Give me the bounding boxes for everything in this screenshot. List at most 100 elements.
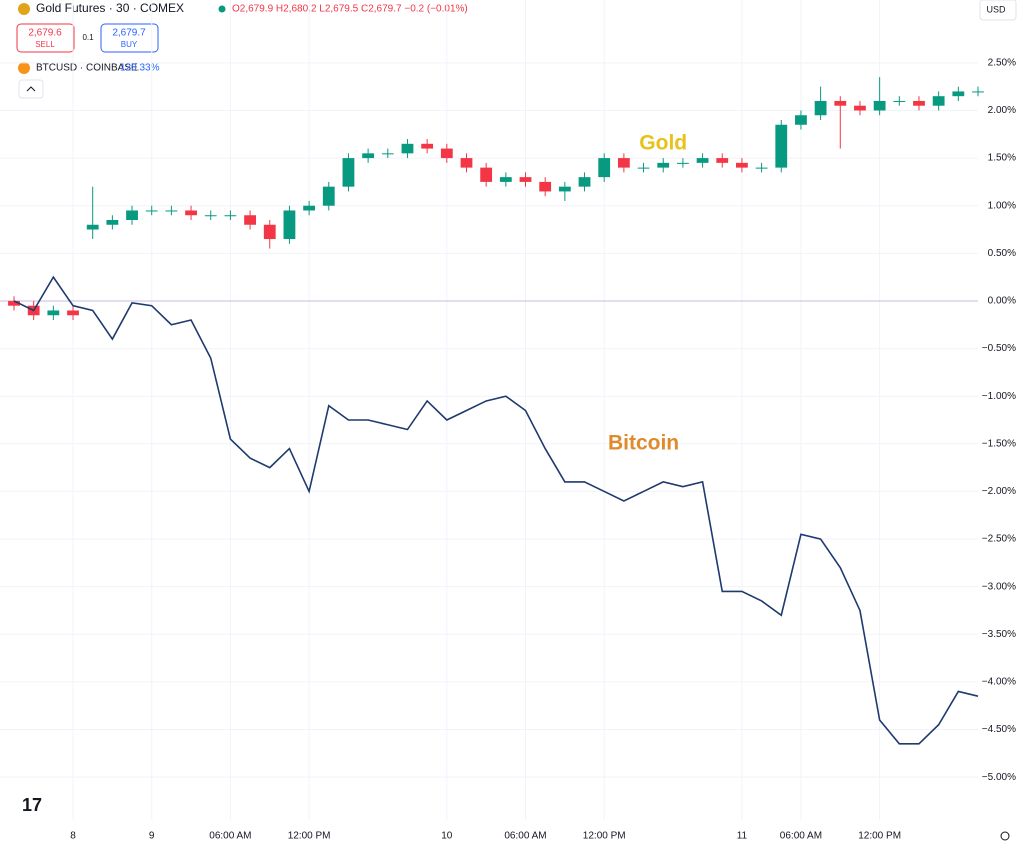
- y-tick-label: 0.50%: [988, 248, 1016, 259]
- buy-label[interactable]: BUY: [121, 40, 138, 49]
- candle-body: [204, 215, 217, 217]
- y-tick-label: −0.50%: [982, 343, 1016, 354]
- candle-body: [598, 158, 611, 178]
- x-tick-label: 12:00 PM: [583, 831, 626, 842]
- currency[interactable]: USD: [986, 4, 1006, 14]
- ohlc: O2,679.9 H2,680.2 L2,679.5 C2,679.7 −0.2…: [232, 4, 468, 15]
- x-tick-label: 8: [70, 831, 76, 842]
- sell-button[interactable]: [16, 23, 75, 53]
- gold-icon: [18, 3, 30, 15]
- candle-body: [362, 153, 375, 159]
- candle-body: [106, 220, 119, 225]
- candle-body: [539, 181, 552, 192]
- candle-body: [676, 162, 689, 164]
- candle-body: [972, 91, 984, 93]
- candle-body: [263, 224, 276, 240]
- candle-body: [696, 158, 709, 163]
- candle-body: [519, 177, 532, 182]
- collapse-icon[interactable]: [26, 86, 36, 92]
- candle-body: [834, 100, 847, 106]
- candle-body: [755, 167, 768, 169]
- candle-body: [913, 100, 925, 106]
- x-tick-label: 10: [441, 831, 453, 842]
- y-tick-label: 1.00%: [988, 200, 1016, 211]
- candle-body: [342, 158, 355, 187]
- candle-body: [578, 177, 591, 187]
- y-tick-label: −5.00%: [982, 772, 1016, 783]
- y-tick-label: 2.00%: [988, 105, 1016, 116]
- sell-label[interactable]: SELL: [35, 40, 55, 49]
- buy-button[interactable]: [100, 23, 159, 53]
- candle-body: [736, 162, 748, 168]
- y-tick-label: −1.50%: [982, 438, 1016, 449]
- spread: 0.1: [82, 33, 94, 42]
- candle-body: [952, 91, 965, 97]
- annotation: Bitcoin: [608, 431, 679, 454]
- candle-body: [932, 96, 945, 106]
- candle-body: [185, 210, 197, 216]
- candle-body: [47, 310, 60, 316]
- candle-body: [224, 215, 237, 217]
- currency-button[interactable]: [979, 0, 1017, 21]
- logo: 17: [22, 795, 42, 815]
- y-tick-label: −1.00%: [982, 391, 1016, 402]
- candle-body: [283, 210, 296, 240]
- compare-symbol: BTCUSD · COINBASE: [36, 63, 138, 74]
- candle-body: [795, 115, 807, 125]
- y-tick-label: 0.00%: [988, 296, 1016, 307]
- candle-body: [145, 210, 158, 212]
- y-tick-label: 1.50%: [988, 153, 1016, 164]
- x-tick-label: 9: [149, 831, 155, 842]
- candle-body: [303, 205, 316, 211]
- candle-body: [421, 143, 434, 149]
- btc-icon: [18, 62, 30, 74]
- candle-body: [322, 186, 335, 206]
- candle-body: [165, 210, 178, 212]
- y-tick-label: −4.50%: [982, 724, 1016, 735]
- candle-body: [480, 167, 493, 182]
- sell-price[interactable]: 2,679.6: [28, 28, 62, 39]
- candle-body: [67, 310, 79, 316]
- candle-body: [637, 167, 650, 169]
- candle-body: [401, 143, 414, 154]
- x-tick-label: 06:00 AM: [209, 831, 251, 842]
- candle-body: [775, 124, 788, 168]
- y-tick-label: −2.50%: [982, 534, 1016, 545]
- y-tick-label: 2.50%: [988, 57, 1016, 68]
- y-tick-label: −3.50%: [982, 629, 1016, 640]
- candle-body: [854, 105, 866, 111]
- candle-body: [440, 148, 453, 159]
- candle-body: [244, 215, 256, 225]
- symbol-title: Gold Futures · 30 · COMEX: [36, 1, 184, 15]
- compare-change: 120.33%: [120, 63, 160, 74]
- candle-body: [716, 158, 729, 163]
- x-tick-label: 06:00 AM: [780, 831, 822, 842]
- line-series: [13, 275, 979, 745]
- status-dot: [218, 5, 226, 13]
- collapse-button[interactable]: [18, 79, 44, 99]
- x-tick-label: 11: [737, 831, 748, 842]
- candle-body: [617, 158, 630, 168]
- candle-body: [460, 158, 473, 168]
- candle-body: [657, 162, 670, 168]
- y-tick-label: −3.00%: [982, 581, 1016, 592]
- annotation: Gold: [639, 131, 687, 154]
- candle-body: [499, 177, 512, 182]
- candle-body: [873, 100, 886, 111]
- candle-body: [8, 300, 20, 306]
- x-tick-label: 12:00 PM: [858, 831, 901, 842]
- candle-body: [558, 186, 571, 192]
- candle-body: [893, 100, 906, 102]
- x-tick-label: 06:00 AM: [504, 831, 546, 842]
- y-tick-label: −2.00%: [982, 486, 1016, 497]
- candle-body: [814, 100, 827, 116]
- candle-body: [86, 224, 99, 230]
- x-tick-label: 12:00 PM: [288, 831, 331, 842]
- candle-body: [126, 210, 138, 220]
- buy-price[interactable]: 2,679.7: [112, 28, 146, 39]
- header: Gold Futures · 30 · COMEX O2,679.9 H2,68…: [16, 0, 1017, 841]
- candle-body: [381, 153, 394, 155]
- settings-icon[interactable]: [1000, 831, 1010, 841]
